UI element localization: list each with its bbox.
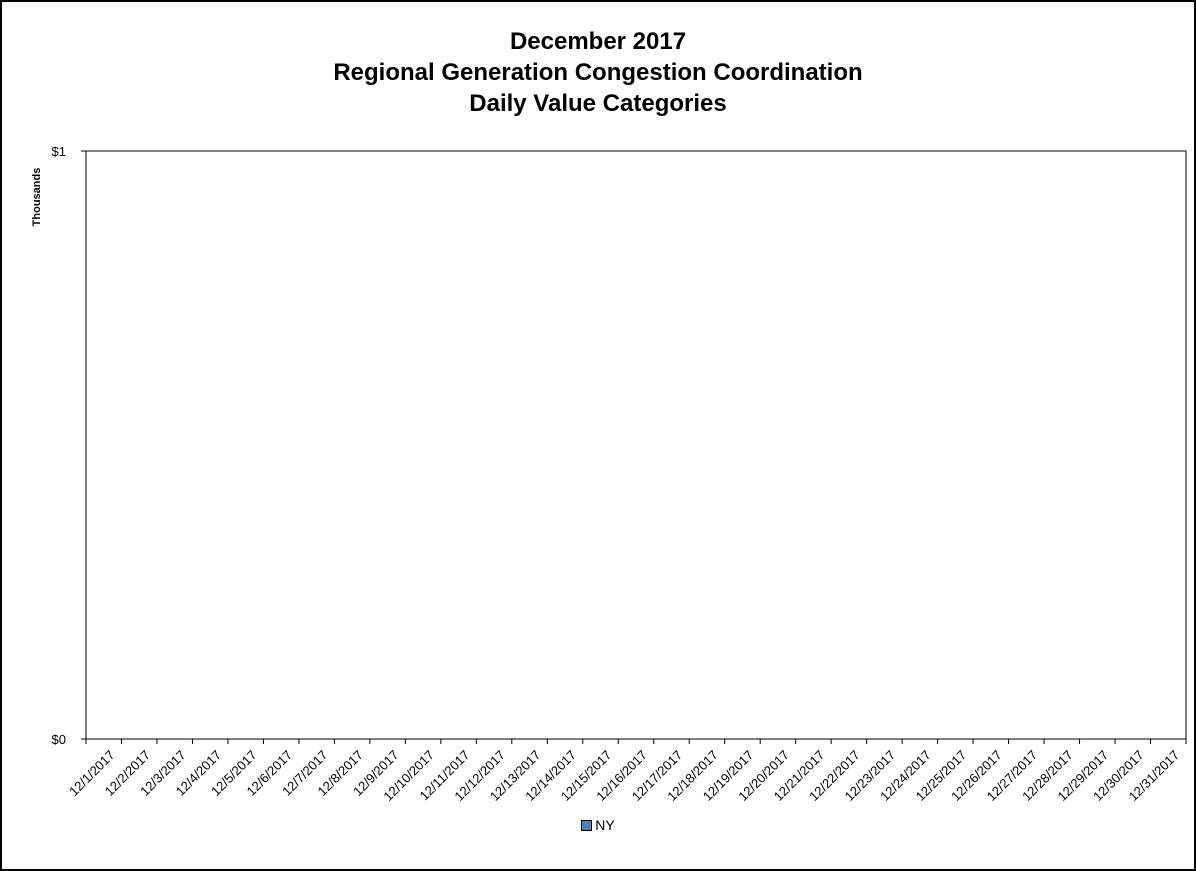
legend-label-ny: NY (595, 817, 615, 833)
chart-title: December 2017 Regional Generation Conges… (0, 26, 1196, 119)
plot-area (85, 150, 1187, 740)
y-axis-label: Thousands (31, 168, 43, 227)
legend-swatch-ny (581, 819, 593, 831)
legend: NY (0, 817, 1196, 833)
y-tick-label: $0 (52, 732, 66, 747)
chart-title-line-2: Regional Generation Congestion Coordinat… (333, 59, 863, 86)
chart-title-line-1: December 2017 (509, 28, 687, 55)
x-axis: 12/1/201712/2/201712/3/201712/4/201712/5… (66, 739, 1187, 804)
y-axis: $0 $1 (52, 144, 86, 747)
y-tick-label: $1 (52, 144, 66, 159)
chart-title-line-3: Daily Value Categories (469, 90, 727, 117)
